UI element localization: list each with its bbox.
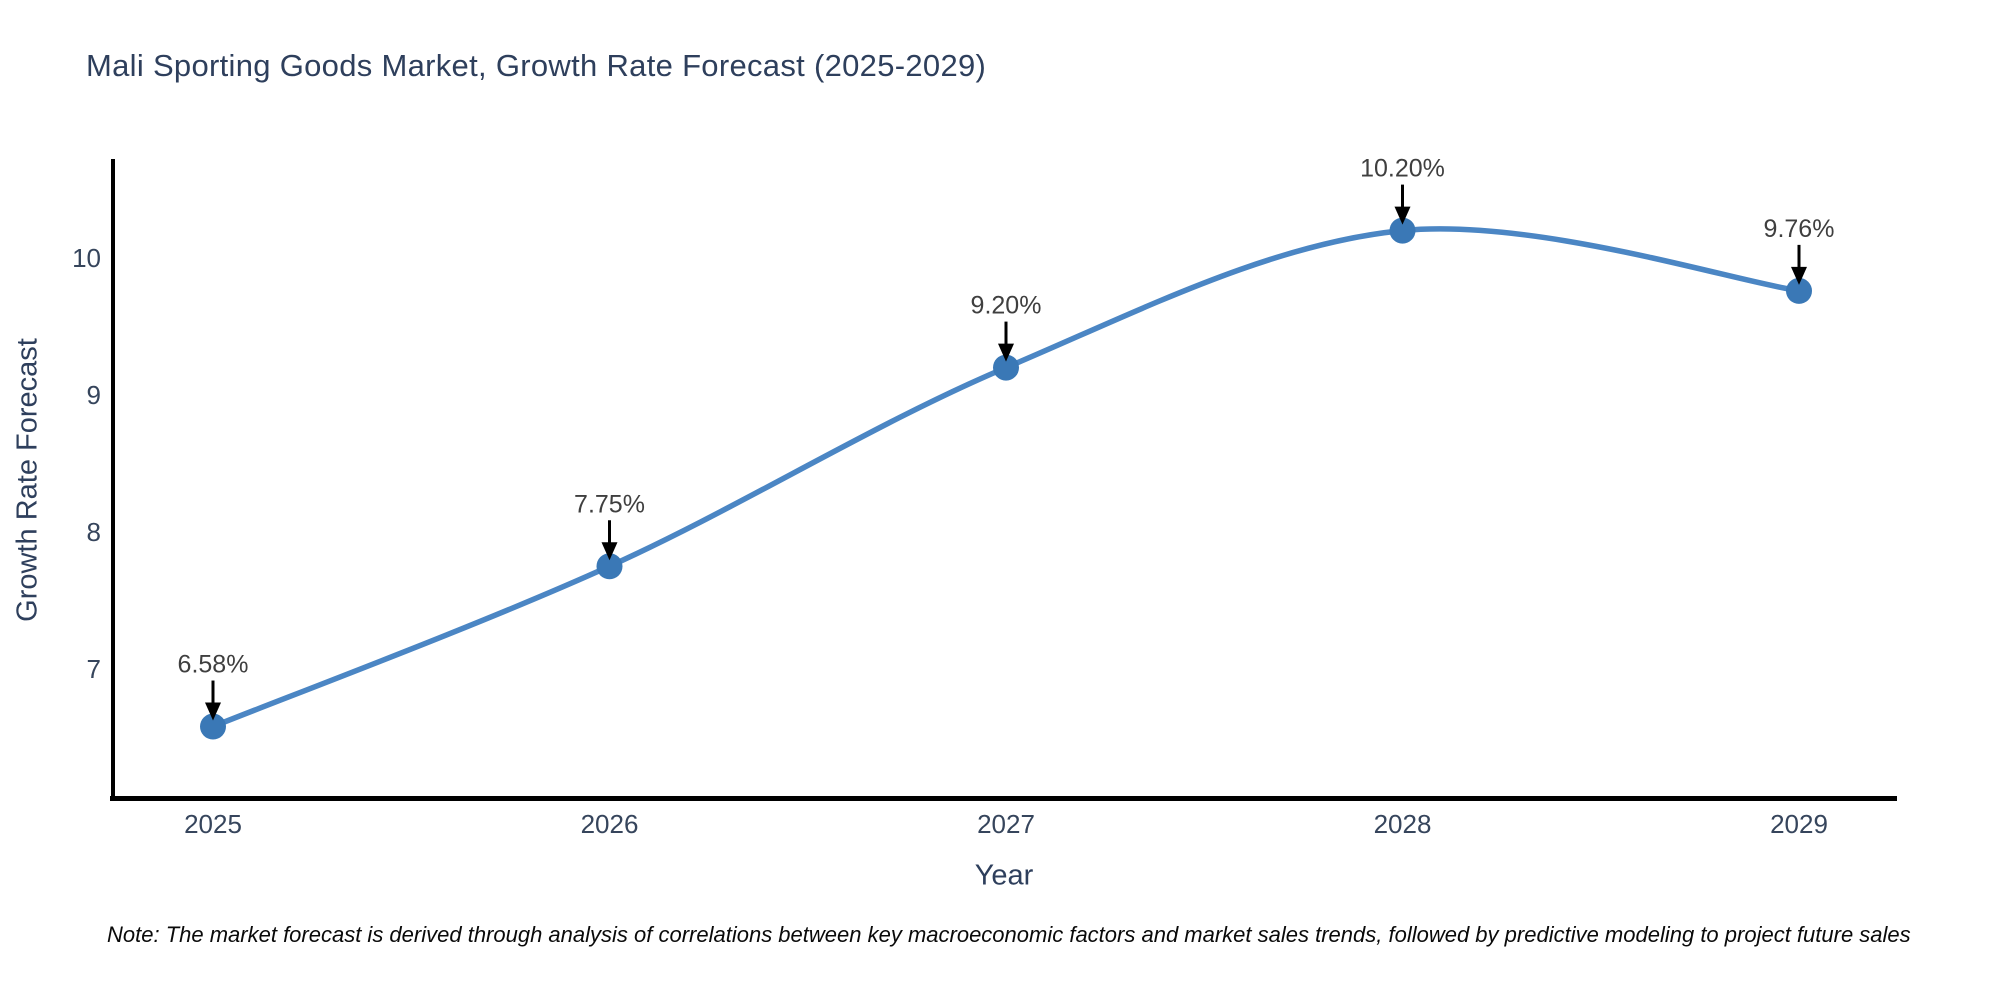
y-tick-label: 8 bbox=[87, 517, 101, 547]
data-point-marker bbox=[596, 553, 623, 580]
chart-title: Mali Sporting Goods Market, Growth Rate … bbox=[86, 48, 987, 83]
y-axis-line bbox=[111, 159, 115, 801]
data-point-marker bbox=[200, 713, 226, 740]
annotation-arrow-head bbox=[998, 343, 1014, 362]
point-annotation: 10.20% bbox=[1360, 155, 1445, 183]
point-annotation: 7.75% bbox=[574, 490, 645, 518]
x-tick-label: 2028 bbox=[1374, 809, 1432, 839]
annotation-arrow-head bbox=[601, 542, 618, 561]
data-point-marker bbox=[1389, 217, 1416, 244]
point-annotation: 6.58% bbox=[178, 651, 249, 679]
x-tick-label: 2027 bbox=[977, 809, 1035, 839]
y-tick-label: 9 bbox=[87, 380, 101, 410]
y-tick-label: 7 bbox=[87, 654, 101, 684]
data-point-marker bbox=[1786, 277, 1812, 304]
x-axis-line bbox=[110, 796, 1897, 801]
x-tick-label: 2026 bbox=[581, 809, 639, 839]
annotation-arrow-head bbox=[1394, 206, 1411, 225]
annotation-arrow-head bbox=[1791, 266, 1807, 285]
x-tick-label: 2025 bbox=[184, 809, 242, 839]
note-text: Note: The market forecast is derived thr… bbox=[107, 922, 1911, 947]
point-annotation: 9.20% bbox=[971, 292, 1042, 320]
point-annotation: 9.76% bbox=[1764, 215, 1835, 243]
data-point-marker bbox=[993, 354, 1019, 381]
annotation-arrow-head bbox=[205, 702, 221, 721]
x-tick-label: 2029 bbox=[1770, 809, 1828, 839]
x-axis-title: Year bbox=[974, 859, 1034, 892]
y-tick-label: 10 bbox=[72, 243, 101, 273]
